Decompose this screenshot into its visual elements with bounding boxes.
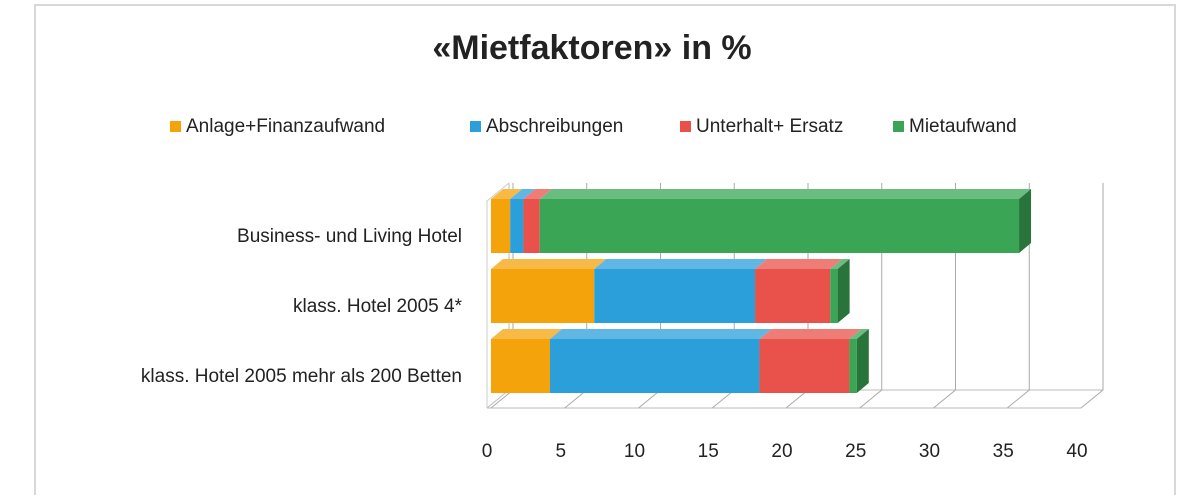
bar-front [849, 339, 857, 393]
legend-swatch [680, 121, 691, 132]
bar-segment [755, 259, 843, 323]
bar-top [830, 259, 850, 269]
bar-front [491, 199, 511, 253]
bar-front [491, 339, 550, 393]
bar-segment [523, 189, 552, 253]
bar-segment [510, 189, 536, 253]
bar-front [539, 199, 1020, 253]
legend-label: Mietaufwand [909, 116, 1017, 137]
bar-segment [830, 259, 850, 323]
grid-line [1080, 183, 1104, 409]
bar-top [594, 259, 768, 269]
legend-swatch [170, 121, 181, 132]
bar-top [849, 329, 869, 339]
legend-label: Anlage+Finanzaufwand [186, 116, 385, 137]
x-tick-label: 40 [1066, 441, 1087, 462]
bar-segment [491, 329, 562, 393]
y-tick-label: klass. Hotel 2005 mehr als 200 Betten [141, 366, 462, 387]
y-tick-label: Business- und Living Hotel [237, 226, 462, 247]
legend-swatch [893, 121, 904, 132]
bar-front [523, 199, 540, 253]
x-tick-label: 5 [555, 441, 566, 462]
bar-segment [759, 329, 862, 393]
bar-segment [491, 259, 607, 323]
x-tick-label: 20 [771, 441, 792, 462]
bar-front [491, 269, 595, 323]
bar-top [491, 189, 523, 199]
bar-front [830, 269, 838, 323]
bar-top [491, 259, 607, 269]
x-tick-label: 35 [993, 441, 1014, 462]
bar-end [837, 259, 850, 323]
bar-end [856, 329, 869, 393]
wall-left-top [486, 182, 510, 202]
bar-segment [594, 259, 768, 323]
bar-top [510, 189, 536, 199]
bar-top [539, 189, 1032, 199]
x-tick-label: 25 [845, 441, 866, 462]
legend-swatch [470, 121, 481, 132]
bar-segment [539, 189, 1032, 253]
bar-segment [491, 189, 523, 253]
bar-top [755, 259, 843, 269]
bar-front [550, 339, 760, 393]
bar-end [1019, 189, 1032, 253]
chart-title: «Mietfaktoren» in % [432, 29, 751, 67]
bar-front [759, 339, 850, 393]
x-tick-label: 0 [482, 441, 493, 462]
x-tick-label: 30 [919, 441, 940, 462]
bar-front [755, 269, 831, 323]
x-tick-label: 10 [624, 441, 645, 462]
bar-top [523, 189, 552, 199]
bar-front [510, 199, 524, 253]
bar-top [491, 329, 562, 339]
y-tick-label: klass. Hotel 2005 4* [293, 296, 463, 317]
legend-label: Unterhalt+ Ersatz [696, 116, 843, 137]
grid-line [1006, 183, 1030, 409]
bar-top [759, 329, 862, 339]
bar-front [594, 269, 756, 323]
legend-label: Abschreibungen [486, 116, 623, 137]
bar-segment [849, 329, 869, 393]
bar-segment [550, 329, 772, 393]
bar-top [550, 329, 772, 339]
x-tick-label: 15 [698, 441, 719, 462]
